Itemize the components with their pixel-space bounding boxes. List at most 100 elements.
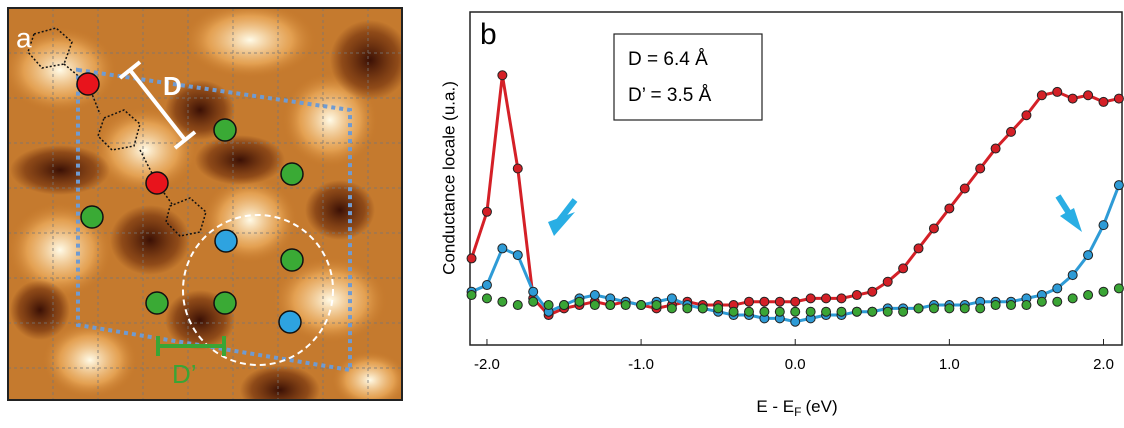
data-point [759,296,770,307]
data-point [990,300,1001,311]
data-point [466,253,477,264]
data-point [481,280,492,291]
panel-label: a [16,22,32,53]
x-axis-label: E - EF (eV) [756,397,837,419]
plot-frame [469,11,1123,346]
data-point [898,306,909,317]
data-point [466,290,477,301]
data-point [1021,110,1032,121]
data-point [497,296,508,307]
data-point [1006,300,1017,311]
data-point [790,316,801,327]
data-point [1052,296,1063,307]
annotation: D = 6.4 Å [628,49,708,70]
x-tick-label: -2.0 [474,356,500,373]
data-point [528,286,539,297]
x-axis-label-main: E - E [756,397,794,416]
data-point [651,300,662,311]
data-point [574,296,585,307]
data-point [512,250,523,261]
data-point [944,303,955,314]
data-point [759,306,770,317]
data-point [666,293,677,304]
data-point [1067,270,1078,281]
arrows [548,194,1082,236]
data-point [913,243,924,254]
data-point [913,303,924,314]
data-point [944,203,955,214]
annotation: D’ = 3.5 Å [628,85,712,106]
data-point [481,293,492,304]
data-point [790,306,801,317]
data-point [543,300,554,311]
panel-label: b [480,18,497,51]
data-point [497,70,508,81]
data-point [620,300,631,311]
data-point [990,143,1001,154]
data-point [1052,283,1063,294]
data-point [512,163,523,174]
data-point [682,303,693,314]
data-point [774,306,785,317]
x-axis-label-unit: (eV) [806,397,838,416]
data-point [836,306,847,317]
data-point [882,276,893,287]
x-tick-label: 1.0 [939,356,960,373]
distance-label: D [163,71,182,101]
data-point [559,300,570,311]
data-point [512,300,523,311]
data-point [743,296,754,307]
data-point [481,206,492,217]
annotation-box [613,33,763,121]
data-point [867,286,878,297]
data-point [821,293,832,304]
data-point [805,293,816,304]
data-point [1067,93,1078,104]
data-point [851,306,862,317]
data-point [713,303,724,314]
data-point [1036,90,1047,101]
data-point [666,303,677,314]
data-point [1021,300,1032,311]
data-point [528,296,539,307]
data-point [959,303,970,314]
data-point [928,303,939,314]
stm-image: a D D’ [8,8,402,400]
data-point [497,243,508,254]
data-point [805,306,816,317]
data-point [1113,283,1124,294]
data-point [1083,290,1094,301]
data-point [605,300,616,311]
data-point [898,263,909,274]
data-point [589,300,600,311]
data-point [636,300,647,311]
x-tick-label: 0.0 [785,356,806,373]
data-point [867,306,878,317]
data-point [728,306,739,317]
data-point [589,290,600,301]
data-point [774,296,785,307]
data-point [1098,286,1109,297]
data-point [1098,220,1109,231]
data-point [1067,293,1078,304]
data-point [1052,86,1063,97]
data-point [959,183,970,194]
data-point [1036,296,1047,307]
data-point [790,296,801,307]
data-point [1113,93,1124,104]
data-point [1113,180,1124,191]
distance-label: D’ [172,359,197,389]
data-point [1006,126,1017,137]
data-point [975,303,986,314]
y-axis-label: Conductance locale (u.a.) [439,81,458,275]
data-point [821,306,832,317]
x-tick-label: 2.0 [1093,356,1114,373]
data-point [1083,250,1094,261]
data-point [743,306,754,317]
data-point [928,223,939,234]
data-point [1098,96,1109,107]
data-point [882,306,893,317]
series-line [470,75,1120,317]
